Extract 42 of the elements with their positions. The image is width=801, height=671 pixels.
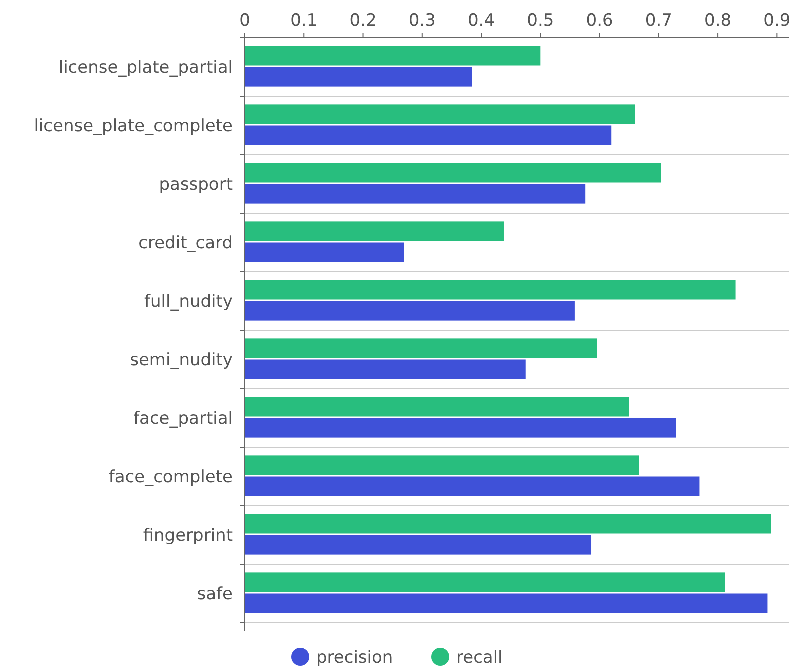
x-tick-label: 0.7 [645,11,672,31]
bar [245,572,726,592]
y-tick-label: license_plate_partial [58,58,233,78]
x-tick-label: 0.8 [704,11,732,31]
y-tick-label: license_plate_complete [34,116,233,137]
bar [245,397,630,417]
x-tick-label: 0.9 [764,11,791,31]
y-tick-label: full_nudity [144,292,233,312]
bar [245,418,676,438]
x-tick-label: 0.4 [468,11,496,31]
bar [245,126,612,146]
bar [245,242,404,262]
bar [245,338,598,358]
y-tick-label: face_complete [108,468,233,488]
y-tick-label: fingerprint [143,526,234,546]
bar [245,476,700,496]
y-tick-label: semi_nudity [130,350,233,371]
y-tick-label: passport [159,175,234,196]
bar [245,360,526,380]
bar [245,46,541,66]
bar [245,163,662,183]
bar [245,280,736,300]
x-tick-label: 0.1 [290,11,318,31]
legend-label: precision [316,648,394,668]
bar [245,104,636,124]
x-tick-label: 0.6 [586,11,614,31]
x-tick-label: 0 [240,11,250,31]
bar [245,184,586,204]
bar [245,67,472,87]
y-tick-label: credit_card [138,234,233,254]
legend-label: recall [456,648,503,668]
bar [245,222,504,242]
y-tick-label: face_partial [134,409,233,430]
bar [245,535,592,555]
x-tick-label: 0.3 [408,11,436,31]
x-tick-label: 0.5 [527,11,554,31]
bar [245,594,768,614]
bar [245,456,640,476]
bar [245,301,575,321]
bar [245,514,772,534]
y-tick-label: safe [197,584,233,605]
x-tick-label: 0.2 [350,11,377,31]
